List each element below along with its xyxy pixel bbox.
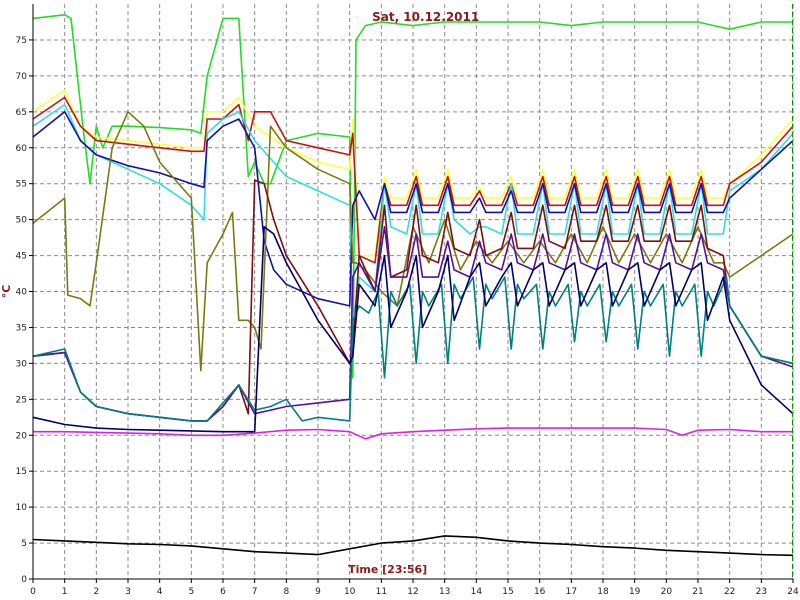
y-tick-label: 50 (16, 216, 28, 226)
series-line-6 (32, 111, 794, 372)
x-tick-label: 1 (62, 587, 68, 597)
series-line-2 (32, 89, 794, 257)
y-tick-label: 45 (16, 252, 27, 262)
x-tick-label: 3 (125, 587, 131, 597)
y-tick-label: 15 (16, 467, 27, 477)
x-tick-label: 10 (344, 587, 356, 597)
y-tick-label: 40 (16, 288, 28, 298)
x-tick-label: 24 (787, 587, 799, 597)
y-tick-label: 70 (16, 72, 28, 82)
y-tick-label: 60 (16, 144, 28, 154)
x-tick-label: 15 (502, 587, 513, 597)
x-tick-labels: 0 1 2 3 4 5 6 7 8 9 10 11 12 13 14 15 16 17 18 19 20 21 22 23 24 (30, 587, 799, 597)
x-tick-label: 7 (252, 587, 258, 597)
y-tick-labels: 0 5 10 15 20 25 30 35 40 45 50 55 60 65 70 75 (16, 36, 28, 585)
x-tick-label: 22 (724, 587, 735, 597)
x-tick-label: 19 (629, 587, 641, 597)
y-tick-label: 20 (16, 431, 28, 441)
y-tick-label: 10 (16, 503, 28, 513)
series-line-12 (32, 535, 794, 557)
y-tick-label: 55 (16, 180, 27, 190)
series-line-3 (32, 96, 794, 264)
y-tick-label: 5 (21, 539, 27, 549)
series-line-4 (32, 103, 794, 329)
x-tick-label: 12 (407, 587, 418, 597)
x-tick-label: 13 (439, 587, 450, 597)
x-tick-label: 6 (220, 587, 226, 597)
x-tick-label: 17 (566, 587, 577, 597)
grid-lines (32, 4, 794, 580)
series-line-9 (32, 276, 794, 422)
x-tick-label: 20 (661, 587, 673, 597)
x-tick-label: 23 (756, 587, 767, 597)
y-tick-label: 0 (21, 575, 27, 585)
x-tick-label: 9 (315, 587, 321, 597)
chart-title: Sat, 10.12.2011 (372, 10, 479, 24)
x-tick-label: 0 (30, 587, 36, 597)
y-tick-label: 75 (16, 36, 27, 46)
series-line-7 (32, 179, 794, 422)
series-line-5 (32, 111, 794, 307)
x-tick-label: 18 (597, 587, 609, 597)
x-tick-label: 8 (283, 587, 289, 597)
x-axis-label: Time [23:56] (348, 563, 427, 576)
y-tick-label: 65 (16, 108, 27, 118)
axes (29, 4, 794, 583)
y-tick-label: 25 (16, 395, 27, 405)
x-tick-label: 5 (188, 587, 194, 597)
series-line-10 (32, 226, 794, 433)
x-tick-label: 4 (157, 587, 163, 597)
x-tick-label: 21 (692, 587, 703, 597)
y-tick-label: 35 (16, 323, 27, 333)
x-tick-label: 16 (534, 587, 546, 597)
series-line-11 (33, 427, 793, 440)
y-axis-label: °C (0, 285, 13, 299)
y-tick-label: 30 (16, 359, 28, 369)
x-tick-label: 11 (376, 587, 387, 597)
series-group (32, 14, 794, 557)
x-tick-label: 2 (93, 587, 99, 597)
x-tick-label: 14 (471, 587, 483, 597)
